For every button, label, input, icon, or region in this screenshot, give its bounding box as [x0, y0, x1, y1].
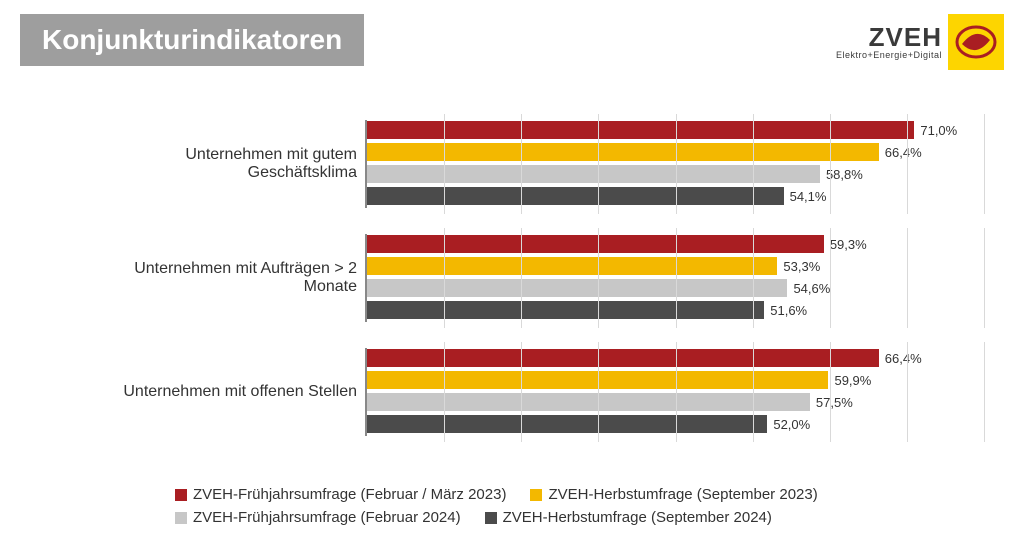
legend-label: ZVEH-Herbstumfrage (September 2024): [503, 509, 772, 526]
chart-category-row: Unternehmen mit gutem Geschäftsklima71,0…: [90, 120, 984, 208]
bars-group: 59,3%53,3%54,6%51,6%: [365, 234, 984, 322]
page-title: Konjunkturindikatoren: [20, 14, 364, 66]
legend-item: ZVEH-Herbstumfrage (September 2023): [530, 486, 817, 503]
legend-label: ZVEH-Frühjahrsumfrage (Februar 2024): [193, 509, 461, 526]
legend-item: ZVEH-Frühjahrsumfrage (Februar / März 20…: [175, 486, 506, 503]
brand-logo: ZVEH Elektro+Energie+Digital: [836, 14, 1004, 70]
bar-chart: Unternehmen mit gutem Geschäftsklima71,0…: [90, 120, 984, 478]
bars-group: 71,0%66,4%58,8%54,1%: [365, 120, 984, 208]
logo-badge-icon: [948, 14, 1004, 70]
legend-swatch-icon: [485, 512, 497, 524]
chart-legend: ZVEH-Frühjahrsumfrage (Februar / März 20…: [175, 486, 964, 526]
legend-item: ZVEH-Frühjahrsumfrage (Februar 2024): [175, 509, 461, 526]
bars-group: 66,4%59,9%57,5%52,0%: [365, 348, 984, 436]
legend-label: ZVEH-Herbstumfrage (September 2023): [548, 486, 817, 503]
logo-text-sub: Elektro+Energie+Digital: [836, 50, 942, 60]
category-label: Unternehmen mit offenen Stellen: [90, 383, 365, 401]
legend-item: ZVEH-Herbstumfrage (September 2024): [485, 509, 772, 526]
category-label: Unternehmen mit Aufträgen > 2 Monate: [90, 260, 365, 296]
legend-swatch-icon: [175, 512, 187, 524]
category-label: Unternehmen mit gutem Geschäftsklima: [90, 146, 365, 182]
legend-swatch-icon: [530, 489, 542, 501]
legend-swatch-icon: [175, 489, 187, 501]
chart-category-row: Unternehmen mit offenen Stellen66,4%59,9…: [90, 348, 984, 436]
chart-category-row: Unternehmen mit Aufträgen > 2 Monate59,3…: [90, 234, 984, 322]
logo-text-main: ZVEH: [836, 24, 942, 50]
legend-label: ZVEH-Frühjahrsumfrage (Februar / März 20…: [193, 486, 506, 503]
